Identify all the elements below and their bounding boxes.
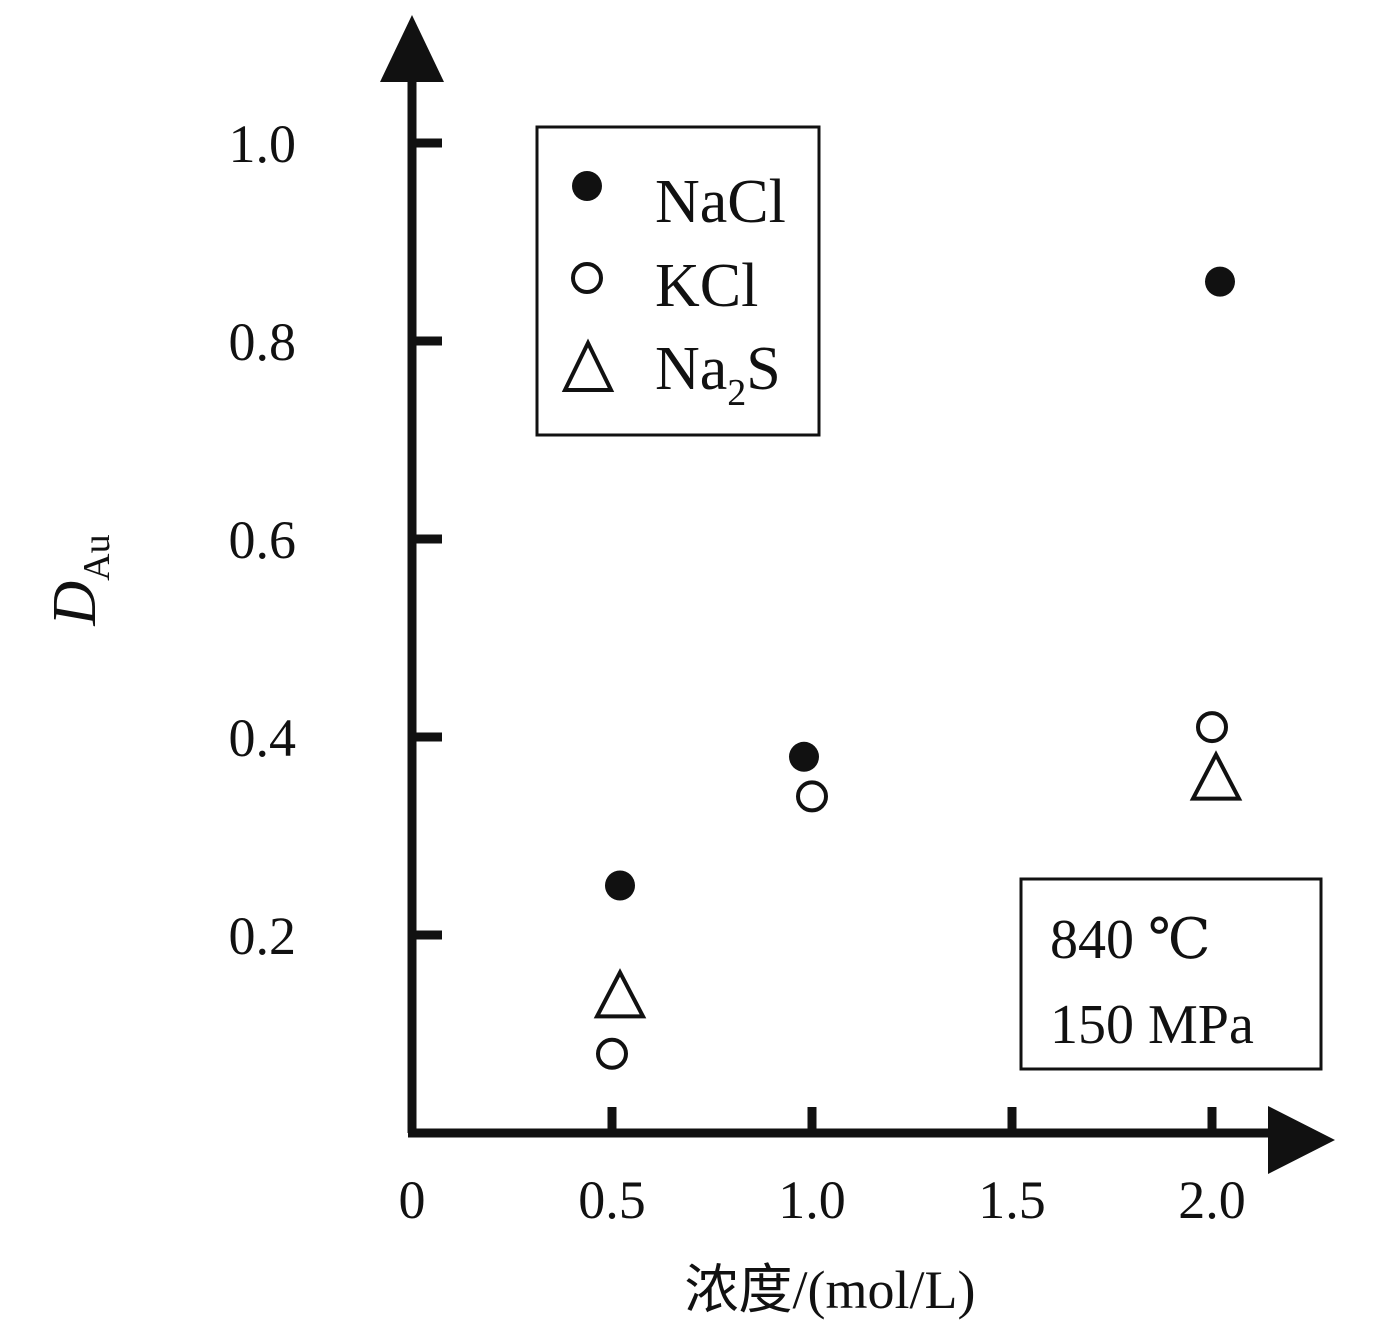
legend-label-na2s: Na2S	[655, 335, 781, 414]
x-tick-label: 1.5	[978, 1170, 1046, 1230]
data-point-na2s	[1189, 750, 1243, 801]
y-tick-label: 0.4	[229, 708, 297, 768]
legend-marker-nacl	[572, 171, 602, 201]
data-point-kcl	[796, 780, 828, 813]
legend-marker-na2s	[561, 338, 615, 392]
x-axis-arrow	[1268, 1106, 1335, 1174]
x-tick-label: 1.0	[778, 1170, 846, 1230]
data-point-nacl	[1205, 266, 1235, 297]
legend: NaCl KCl Na2S	[535, 125, 821, 437]
y-axis-label: DAu	[41, 534, 118, 626]
legend-label-na2s-main: Na	[655, 335, 727, 403]
y-tick-label: 0.2	[229, 906, 297, 966]
data-point-na2s	[593, 968, 647, 1019]
data-point-kcl	[1196, 711, 1228, 744]
legend-label-kcl: KCl	[655, 252, 758, 320]
y-axis-arrow	[380, 15, 444, 82]
y-axis-label-sub: Au	[76, 534, 118, 580]
legend-marker-kcl	[571, 262, 603, 294]
annotation-temperature: 840 ℃	[1050, 909, 1211, 971]
x-tick-label: 0.5	[578, 1170, 646, 1230]
x-tick-label: 0	[399, 1170, 426, 1230]
legend-label-na2s-sub: 2	[727, 372, 746, 414]
y-tick-label: 0.8	[229, 312, 297, 372]
legend-box	[535, 125, 821, 437]
data-point-nacl	[605, 870, 635, 901]
legend-label-na2s-tail: S	[746, 335, 780, 403]
condition-annotation: 840 ℃ 150 MPa	[1019, 877, 1323, 1071]
annotation-box	[1019, 877, 1323, 1071]
y-axis-label-main: D	[41, 581, 109, 627]
data-point-nacl	[789, 741, 819, 772]
legend-label-nacl: NaCl	[655, 168, 786, 236]
y-tick-label: 1.0	[229, 114, 297, 174]
y-tick-label: 0.6	[229, 510, 297, 570]
x-axis-label: 浓度/(mol/L)	[685, 1260, 976, 1320]
annotation-pressure: 150 MPa	[1050, 994, 1254, 1056]
x-tick-label: 2.0	[1178, 1170, 1246, 1230]
svg-text:DAu: DAu	[41, 534, 118, 626]
data-point-kcl	[596, 1037, 628, 1070]
